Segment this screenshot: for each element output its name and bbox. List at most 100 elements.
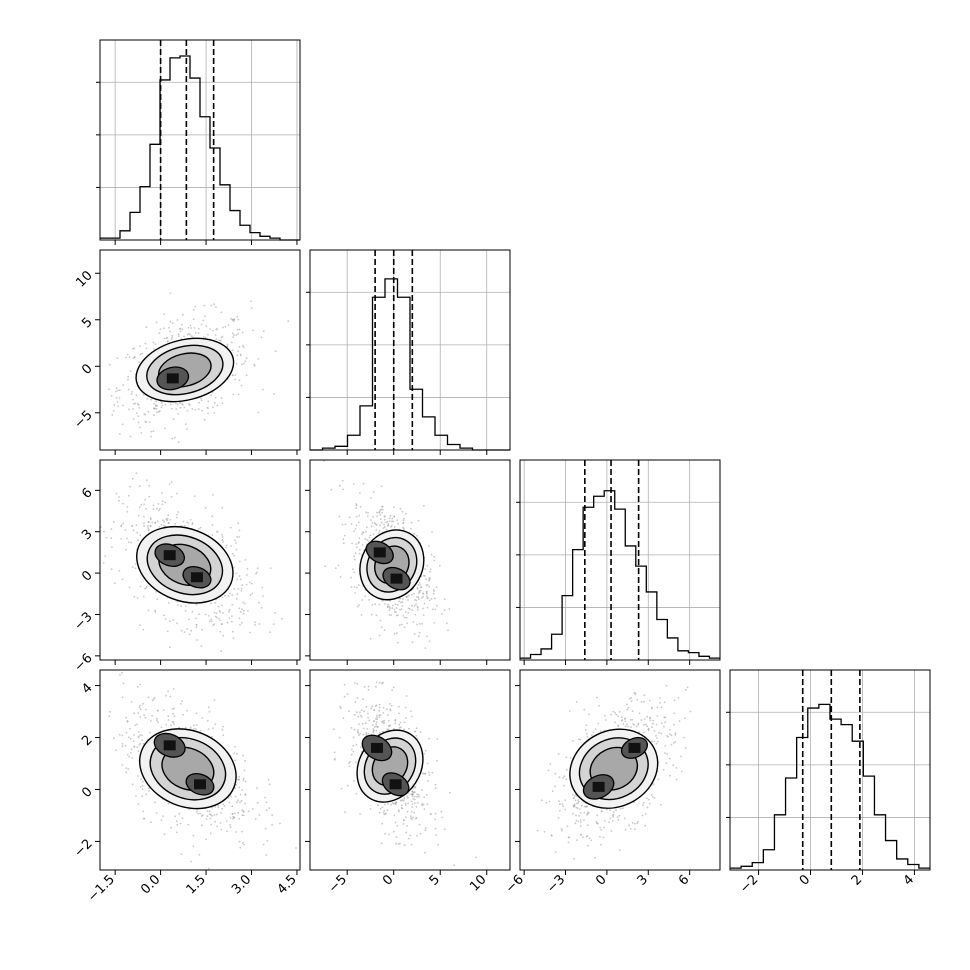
sample-point bbox=[136, 775, 139, 777]
sample-point bbox=[568, 710, 571, 712]
sample-point bbox=[214, 805, 217, 808]
sample-point bbox=[398, 712, 400, 715]
sample-point bbox=[388, 609, 391, 612]
sample-point bbox=[364, 538, 367, 540]
sample-point bbox=[382, 527, 385, 529]
sample-point bbox=[155, 717, 158, 720]
sample-point bbox=[373, 720, 376, 722]
sample-point bbox=[216, 531, 219, 533]
sample-point bbox=[355, 546, 358, 549]
sample-point bbox=[117, 389, 119, 392]
sample-point bbox=[393, 830, 395, 833]
sample-point bbox=[233, 588, 236, 590]
sample-point bbox=[190, 327, 193, 329]
sample-point bbox=[428, 771, 430, 774]
sample-point bbox=[197, 812, 200, 815]
sample-point bbox=[432, 592, 435, 595]
sample-point bbox=[222, 326, 224, 329]
sample-point bbox=[391, 517, 394, 520]
sample-point bbox=[355, 711, 358, 714]
sample-point bbox=[136, 723, 139, 726]
sample-point bbox=[364, 595, 367, 597]
sample-point bbox=[181, 402, 184, 405]
sample-point bbox=[360, 614, 363, 616]
sample-point bbox=[189, 333, 192, 336]
sample-point bbox=[374, 603, 377, 606]
sample-point bbox=[161, 492, 163, 494]
sample-point bbox=[343, 695, 346, 698]
sample-point bbox=[400, 804, 403, 807]
sample-point bbox=[163, 614, 166, 617]
sample-point bbox=[663, 725, 665, 728]
sample-point bbox=[434, 608, 437, 611]
sample-point bbox=[208, 620, 211, 623]
sample-point bbox=[112, 737, 115, 740]
sample-point bbox=[122, 682, 125, 685]
sample-point bbox=[201, 628, 203, 631]
sample-point bbox=[401, 623, 403, 626]
sample-point bbox=[154, 343, 157, 345]
sample-point bbox=[209, 813, 212, 816]
sample-point bbox=[649, 717, 652, 719]
sample-point bbox=[644, 813, 647, 815]
sample-point bbox=[271, 814, 274, 816]
sample-point bbox=[338, 515, 341, 518]
sample-point bbox=[269, 567, 272, 569]
sample-point bbox=[675, 767, 678, 769]
sample-point bbox=[235, 542, 237, 544]
sample-point bbox=[205, 838, 208, 841]
x-tick-label: 10 bbox=[467, 872, 489, 894]
sample-point bbox=[418, 823, 421, 826]
sample-point bbox=[239, 578, 242, 581]
sample-point bbox=[210, 823, 213, 826]
sample-point bbox=[674, 732, 677, 735]
sample-point bbox=[406, 595, 409, 598]
sample-point bbox=[381, 730, 384, 733]
sample-point bbox=[426, 592, 428, 595]
sample-point bbox=[232, 393, 235, 396]
sample-point bbox=[258, 601, 260, 604]
sample-point bbox=[448, 608, 451, 610]
sample-point bbox=[172, 688, 175, 690]
sample-point bbox=[176, 403, 179, 406]
sample-point bbox=[426, 803, 429, 806]
sample-point bbox=[365, 526, 368, 529]
sample-point bbox=[610, 713, 612, 716]
sample-point bbox=[239, 801, 241, 803]
sample-point bbox=[392, 686, 395, 689]
sample-point bbox=[147, 521, 150, 523]
sample-point bbox=[379, 619, 382, 622]
sample-point bbox=[249, 594, 252, 597]
sample-point bbox=[241, 331, 244, 334]
sample-point bbox=[167, 719, 170, 721]
sample-point bbox=[142, 780, 144, 783]
sample-point bbox=[237, 522, 240, 525]
sample-point bbox=[624, 725, 627, 727]
sample-point bbox=[219, 611, 222, 614]
sample-point bbox=[193, 327, 196, 329]
sample-point bbox=[260, 336, 263, 339]
sample-point bbox=[376, 511, 378, 514]
sample-point bbox=[105, 536, 108, 539]
sample-point bbox=[377, 725, 379, 728]
sample-point bbox=[118, 569, 121, 572]
sample-point bbox=[413, 795, 416, 798]
sample-point bbox=[427, 579, 430, 582]
sample-point bbox=[387, 603, 390, 606]
sample-point bbox=[231, 805, 234, 808]
sample-point bbox=[355, 761, 357, 764]
sample-point bbox=[142, 742, 145, 745]
sample-point bbox=[421, 802, 424, 805]
sample-point bbox=[126, 510, 129, 513]
sample-point bbox=[358, 723, 360, 726]
sample-point bbox=[658, 697, 661, 699]
sample-point bbox=[686, 686, 689, 689]
sample-point bbox=[110, 528, 113, 530]
sample-point bbox=[119, 673, 121, 676]
sample-point bbox=[170, 481, 173, 484]
sample-point bbox=[210, 304, 213, 307]
sample-point bbox=[361, 531, 364, 534]
sample-point bbox=[238, 379, 241, 381]
sample-point bbox=[453, 864, 455, 867]
sample-point bbox=[207, 615, 210, 617]
